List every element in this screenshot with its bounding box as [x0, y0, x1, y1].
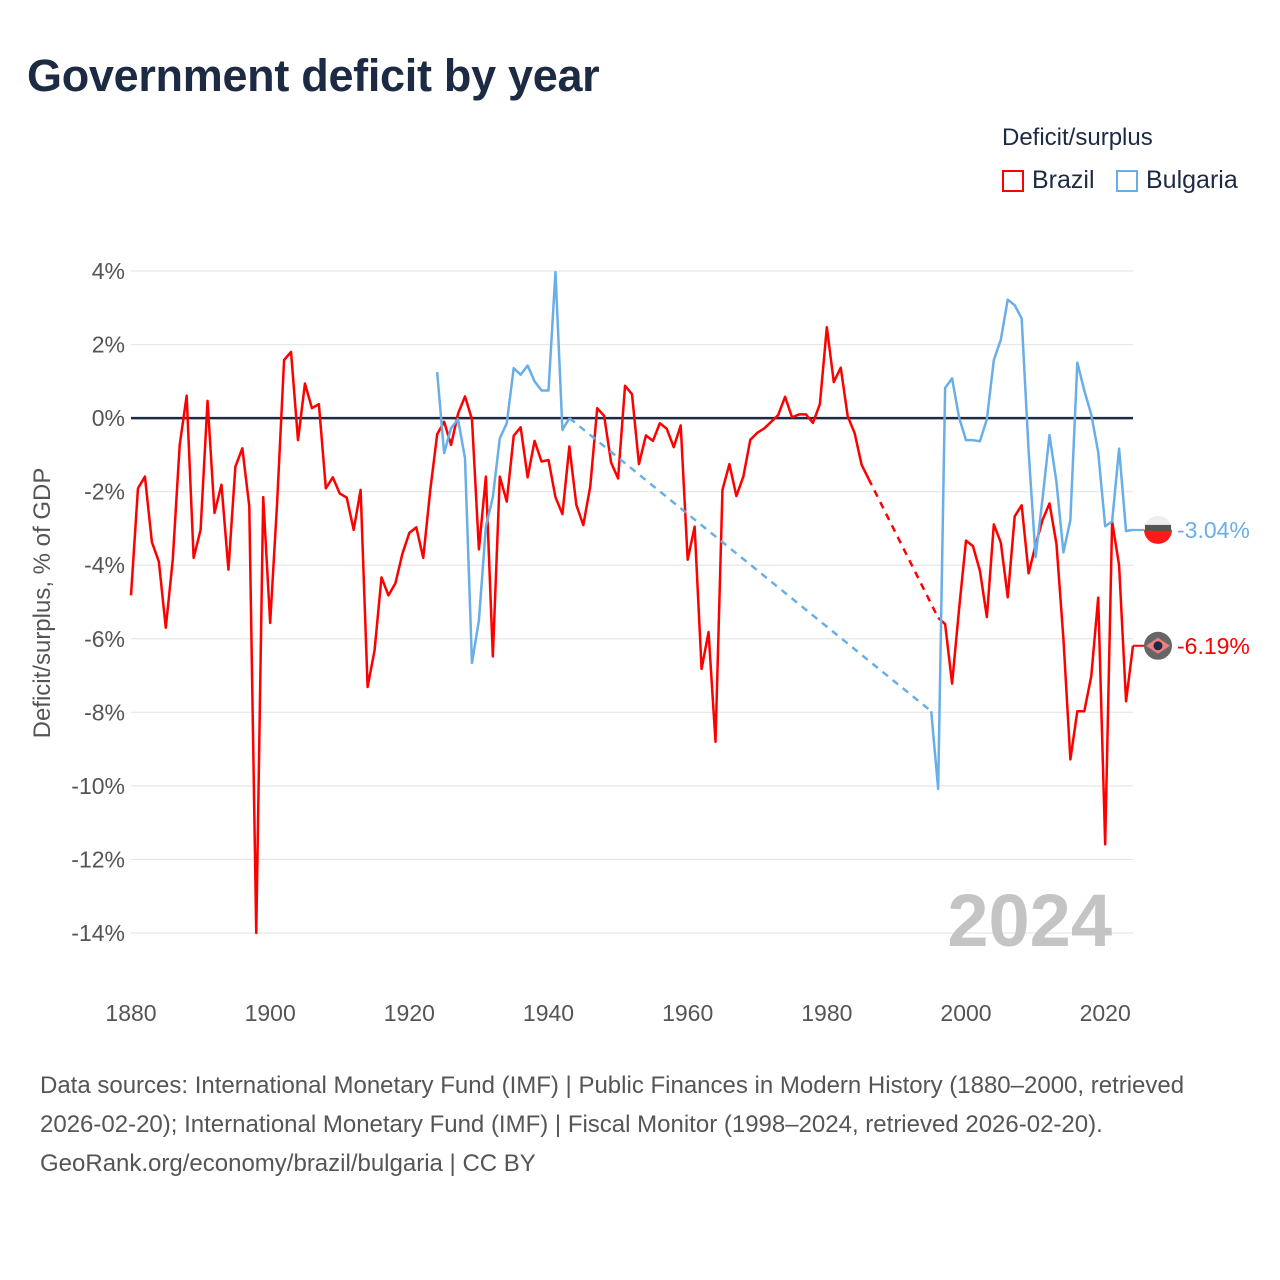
- x-tick-label: 1940: [523, 1000, 574, 1026]
- series-lines: [129, 270, 1135, 935]
- flag-stripe: [1145, 524, 1171, 531]
- y-tick-label: -2%: [84, 479, 125, 505]
- x-tick-label: 1900: [245, 1000, 296, 1026]
- legend-label-bulgaria: Bulgaria: [1146, 166, 1238, 194]
- series-bulgaria: [435, 270, 1134, 791]
- legend-label-brazil: Brazil: [1032, 166, 1095, 194]
- series-line: [435, 270, 571, 665]
- x-tick-label: 2000: [940, 1000, 991, 1026]
- y-tick-label: 2%: [92, 332, 125, 358]
- legend-swatch-bulgaria: [1116, 169, 1138, 192]
- y-tick-label: -4%: [84, 552, 125, 578]
- line-chart: 4%2%0%-2%-4%-6%-8%-10%-12%-14% 1880 1900 1…: [29, 258, 1250, 1026]
- series-line: [129, 326, 870, 935]
- end-value-label: -3.04%: [1177, 517, 1250, 543]
- y-tick-label: -14%: [71, 920, 125, 946]
- x-tick-label: 1920: [384, 1000, 435, 1026]
- y-tick-label: -12%: [71, 846, 125, 872]
- chart-title: Government deficit by year: [27, 50, 600, 101]
- legend-item-bulgaria[interactable]: Bulgaria: [1116, 166, 1238, 195]
- data-sources: Data sources: International Monetary Fun…: [40, 1072, 1185, 1138]
- legend-title: Deficit/surplus: [1002, 124, 1153, 151]
- x-tick-label: 2020: [1080, 1000, 1131, 1026]
- y-tick-label: 0%: [92, 405, 125, 431]
- gridlines: [131, 270, 1133, 934]
- y-tick-label: -8%: [84, 699, 125, 725]
- end-label-bulgaria[interactable]: -3.04%: [1133, 515, 1250, 544]
- y-tick-label: 4%: [92, 258, 125, 284]
- missing-data-line: [867, 478, 940, 619]
- series-line: [929, 298, 1134, 791]
- year-watermark: 2024: [947, 879, 1112, 962]
- x-tick-label: 1880: [105, 1000, 156, 1026]
- end-label-brazil[interactable]: -6.19%: [1133, 631, 1250, 660]
- x-tick-label: 1960: [662, 1000, 713, 1026]
- legend-swatch-brazil: [1002, 169, 1024, 192]
- legend-item-brazil[interactable]: Brazil: [1002, 166, 1095, 195]
- y-tick-label: -10%: [71, 773, 125, 799]
- y-axis-ticks: 4% 2% 0% -2% -4% -6% -8% -10% -12% -14%: [71, 258, 125, 946]
- y-tick-label: -6%: [84, 626, 125, 652]
- end-labels: -3.04% -6.19%: [1133, 515, 1250, 660]
- y-axis-label: Deficit/surplus, % of GDP: [29, 468, 56, 739]
- credit-link[interactable]: GeoRank.org/economy/brazil/bulgaria | CC…: [40, 1150, 536, 1177]
- flag-globe: [1153, 641, 1163, 651]
- x-axis-ticks: 1880 1900 1920 1940 1960 1980 2000 2020: [105, 1000, 1130, 1026]
- footer: Data sources: International Monetary Fun…: [40, 1066, 1250, 1183]
- end-value-label: -6.19%: [1177, 633, 1250, 659]
- flag-stripe: [1144, 529, 1172, 544]
- x-tick-label: 1980: [801, 1000, 852, 1026]
